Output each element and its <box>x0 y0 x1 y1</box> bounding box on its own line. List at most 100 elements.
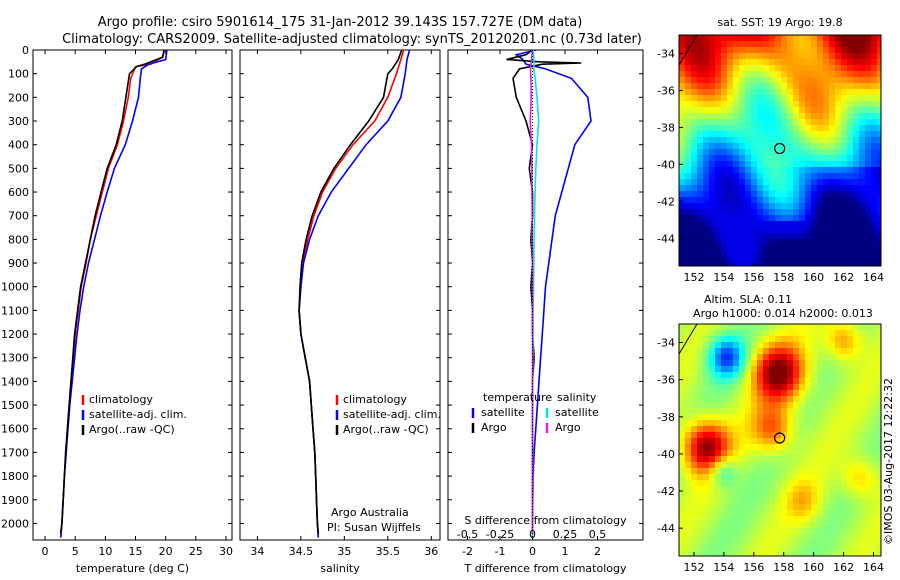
heatmap-cell <box>847 71 853 77</box>
heatmap-cell <box>865 552 871 556</box>
heatmap-cell <box>871 65 877 71</box>
y-tick-label: 1500 <box>1 399 29 412</box>
heatmap-cell <box>799 83 805 89</box>
heatmap-cell <box>847 125 853 131</box>
heatmap-cell <box>769 426 775 432</box>
axes-frame <box>447 49 644 541</box>
heatmap-cell <box>709 330 715 336</box>
heatmap-cell <box>691 119 697 125</box>
heatmap-cell <box>757 131 763 137</box>
heatmap-cell <box>763 59 769 65</box>
heatmap-cell <box>871 185 877 191</box>
heatmap-cell <box>865 155 871 161</box>
heatmap-cell <box>811 378 817 384</box>
heatmap-cell <box>781 534 787 540</box>
heatmap-cell <box>835 504 841 510</box>
heatmap-cell <box>847 101 853 107</box>
heatmap-cell <box>811 414 817 420</box>
heatmap-cell <box>679 384 685 390</box>
heatmap-cell <box>859 125 865 131</box>
heatmap-cell <box>805 209 811 215</box>
heatmap-cell <box>871 161 877 167</box>
heatmap-cell <box>751 143 757 149</box>
heatmap-cell <box>865 468 871 474</box>
heatmap-cell <box>835 227 841 233</box>
heatmap-cell <box>697 47 703 53</box>
heatmap-cell <box>727 510 733 516</box>
heatmap-cell <box>721 95 727 101</box>
heatmap-cell <box>769 233 775 239</box>
heatmap-cell <box>835 221 841 227</box>
heatmap-cell <box>685 59 691 65</box>
heatmap-cell <box>721 197 727 203</box>
heatmap-cell <box>751 179 757 185</box>
heatmap-cell <box>799 215 805 221</box>
heatmap-cell <box>721 245 727 251</box>
heatmap-cell <box>763 438 769 444</box>
heatmap-cell <box>781 59 787 65</box>
heatmap-cell <box>763 528 769 534</box>
heatmap-cell <box>859 215 865 221</box>
heatmap-cell <box>805 233 811 239</box>
heatmap-cell <box>829 203 835 209</box>
heatmap-cell <box>739 432 745 438</box>
heatmap-cell <box>691 360 697 366</box>
heatmap-cell <box>805 41 811 47</box>
x-tick-label: 34 <box>250 545 264 558</box>
heatmap-cell <box>751 348 757 354</box>
heatmap-cell <box>835 197 841 203</box>
heatmap-cell <box>811 534 817 540</box>
heatmap-cell <box>745 47 751 53</box>
heatmap-cell <box>679 77 685 83</box>
heatmap-cell <box>805 95 811 101</box>
heatmap-cell <box>751 414 757 420</box>
x-tick-label: 160 <box>803 271 824 284</box>
x-tick-label: 35.5 <box>376 545 401 558</box>
heatmap-cell <box>751 378 757 384</box>
heatmap-cell <box>871 227 877 233</box>
heatmap-cell <box>799 149 805 155</box>
heatmap-cell <box>679 107 685 113</box>
heatmap-cell <box>763 360 769 366</box>
heatmap-cell <box>697 462 703 468</box>
heatmap-cell <box>775 191 781 197</box>
legend-label: Argo <box>481 421 507 434</box>
heatmap-cell <box>739 534 745 540</box>
heatmap-cell <box>685 342 691 348</box>
heatmap-cell <box>841 468 847 474</box>
heatmap-cell <box>781 47 787 53</box>
heatmap-cell <box>745 492 751 498</box>
heatmap-cell <box>745 143 751 149</box>
heatmap-cell <box>793 101 799 107</box>
heatmap-cell <box>847 378 853 384</box>
heatmap-cell <box>691 408 697 414</box>
heatmap-cell <box>835 360 841 366</box>
heatmap-cell <box>811 390 817 396</box>
heatmap-cell <box>715 492 721 498</box>
heatmap-cell <box>763 257 769 263</box>
heatmap-cell <box>763 185 769 191</box>
heatmap-cell <box>757 522 763 528</box>
heatmap-cell <box>745 354 751 360</box>
heatmap-cell <box>865 239 871 245</box>
heatmap-cell <box>679 420 685 426</box>
heatmap-cell <box>685 516 691 522</box>
heatmap-cell <box>739 59 745 65</box>
heatmap-cell <box>739 41 745 47</box>
heatmap-cell <box>769 161 775 167</box>
heatmap-cell <box>877 360 881 366</box>
heatmap-cell <box>739 456 745 462</box>
heatmap-cell <box>781 227 787 233</box>
heatmap-cell <box>799 77 805 83</box>
heatmap-cell <box>757 113 763 119</box>
heatmap-cell <box>685 227 691 233</box>
heatmap-cell <box>733 348 739 354</box>
heatmap-cell <box>877 149 881 155</box>
heatmap-cell <box>751 53 757 59</box>
heatmap-cell <box>823 149 829 155</box>
heatmap-cell <box>715 179 721 185</box>
heatmap-cell <box>871 420 877 426</box>
heatmap-cell <box>691 402 697 408</box>
series-line-satellite-adj-clim- <box>59 49 168 538</box>
heatmap-cell <box>757 209 763 215</box>
